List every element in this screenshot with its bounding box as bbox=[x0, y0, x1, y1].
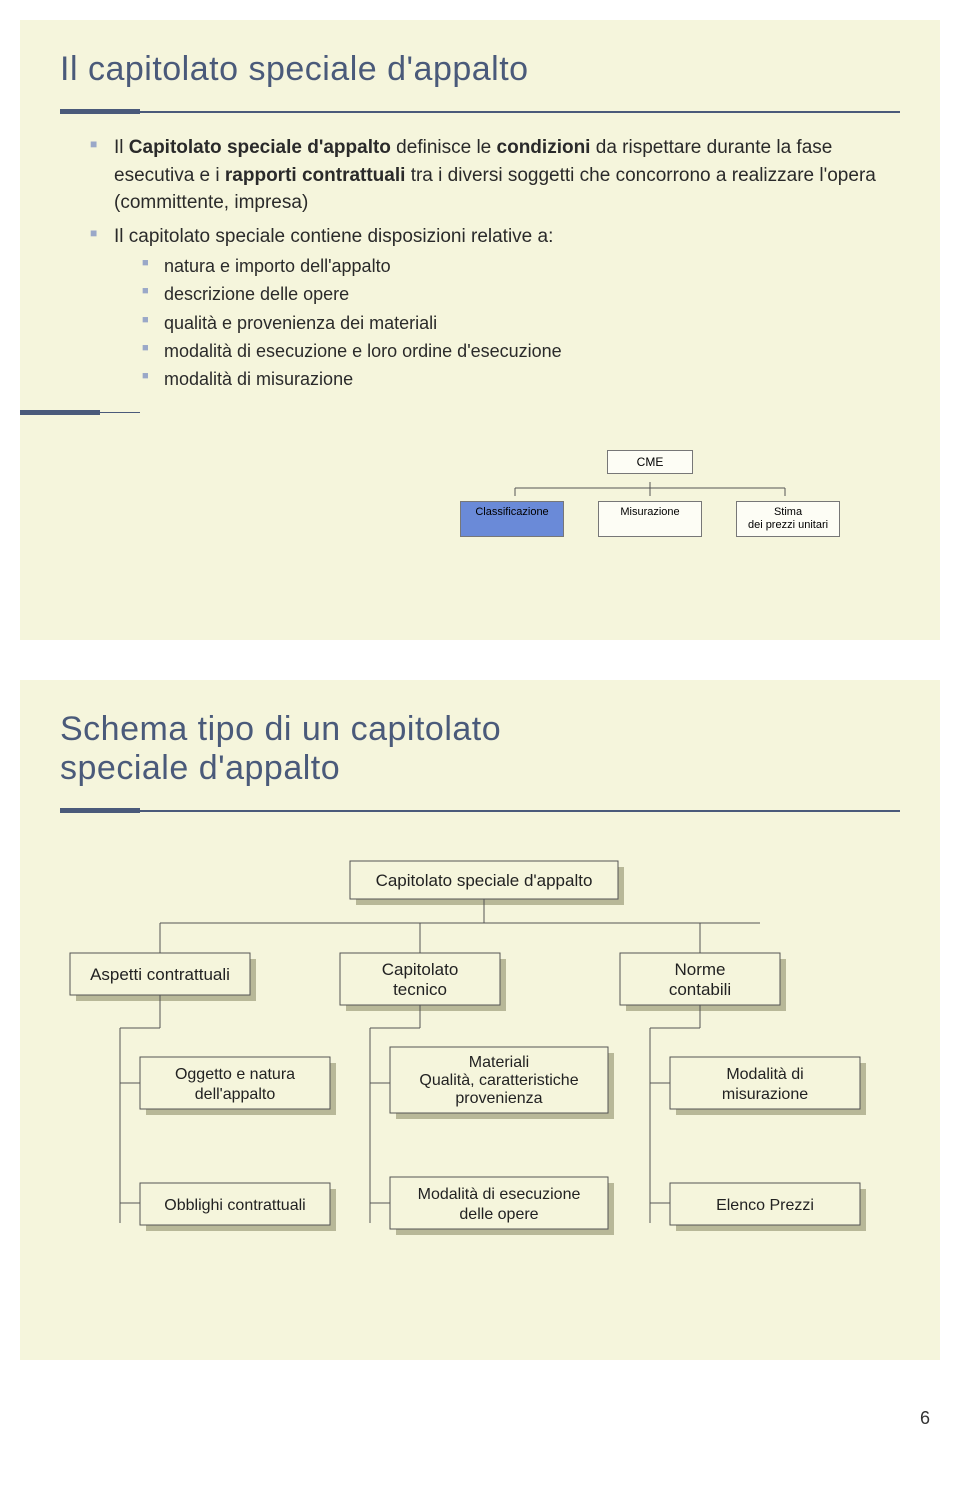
sub-bullets: natura e importo dell'appalto descrizion… bbox=[114, 250, 900, 392]
text: delle opere bbox=[459, 1206, 538, 1223]
mini-tree-connectors bbox=[460, 482, 840, 496]
text: Oggetto e natura bbox=[175, 1066, 295, 1083]
text-bold: rapporti contrattuali bbox=[225, 165, 406, 186]
l2-box-2: Capitolato tecnico bbox=[340, 953, 506, 1011]
slide2-title: Schema tipo di un capitolato speciale d'… bbox=[60, 710, 900, 788]
col3-box-2: Elenco Prezzi bbox=[670, 1183, 866, 1231]
bullet-1: Il Capitolato speciale d'appalto definis… bbox=[90, 134, 900, 217]
text: provenienza bbox=[455, 1090, 542, 1107]
text: Modalità di esecuzione bbox=[418, 1186, 581, 1203]
text: Modalità di bbox=[726, 1066, 803, 1083]
slide1-title: Il capitolato speciale d'appalto bbox=[60, 50, 900, 89]
l2-label-1: Aspetti contrattuali bbox=[90, 965, 230, 984]
text: Obblighi contrattuali bbox=[164, 1197, 305, 1214]
chart-root-box: Capitolato speciale d'appalto bbox=[350, 861, 624, 905]
sub-1: natura e importo dell'appalto bbox=[142, 254, 900, 279]
sub-5: modalità di misurazione bbox=[142, 367, 900, 392]
slide-1: Il capitolato speciale d'appalto Il Capi… bbox=[20, 20, 940, 640]
text: dei prezzi unitari bbox=[748, 519, 828, 531]
title-underline bbox=[60, 808, 900, 813]
col2-box-2: Modalità di esecuzione delle opere bbox=[390, 1177, 614, 1235]
bullet-2: Il capitolato speciale contiene disposiz… bbox=[90, 223, 900, 392]
sub-3: qualità e provenienza dei materiali bbox=[142, 311, 900, 336]
text: Stima bbox=[774, 506, 802, 518]
chart-root-label: Capitolato speciale d'appalto bbox=[376, 871, 593, 890]
text: tecnico bbox=[393, 980, 447, 999]
title-underline bbox=[60, 109, 900, 114]
side-accent-bar bbox=[20, 410, 100, 415]
page-number: 6 bbox=[0, 1400, 960, 1449]
text: Schema tipo di un capitolato bbox=[60, 710, 501, 748]
col1-box-2: Obblighi contrattuali bbox=[140, 1183, 336, 1231]
text: Capitolato bbox=[382, 960, 459, 979]
text: dell'appalto bbox=[195, 1086, 276, 1103]
text: Elenco Prezzi bbox=[716, 1197, 814, 1214]
text: Il bbox=[114, 137, 129, 158]
col1-box-1: Oggetto e natura dell'appalto bbox=[140, 1057, 336, 1115]
text: Norme bbox=[674, 960, 725, 979]
mini-tree-child-2: Misurazione bbox=[598, 501, 702, 537]
slide-2: Schema tipo di un capitolato speciale d'… bbox=[20, 680, 940, 1360]
l2-box-1: Aspetti contrattuali bbox=[70, 953, 256, 1001]
text: definisce le bbox=[391, 137, 497, 158]
sub-2: descrizione delle opere bbox=[142, 282, 900, 307]
col2-box-1: Materiali Qualità, caratteristiche prove… bbox=[390, 1047, 614, 1119]
mini-tree-child-3: Stima dei prezzi unitari bbox=[736, 501, 840, 537]
text: speciale d'appalto bbox=[60, 749, 340, 787]
text: Qualità, caratteristiche bbox=[419, 1072, 578, 1089]
text-bold: condizioni bbox=[497, 137, 591, 158]
mini-tree: CME Classificazione Misurazione Stima de… bbox=[460, 450, 840, 537]
mini-tree-root: CME bbox=[607, 450, 693, 474]
l2-box-3: Norme contabili bbox=[620, 953, 786, 1011]
col3-box-1: Modalità di misurazione bbox=[670, 1057, 866, 1115]
text: contabili bbox=[669, 980, 731, 999]
text-bold: Capitolato speciale d'appalto bbox=[129, 137, 391, 158]
slide1-bullets: Il Capitolato speciale d'appalto definis… bbox=[60, 134, 900, 392]
org-chart: Capitolato speciale d'appalto Aspetti co… bbox=[60, 843, 900, 1303]
text: misurazione bbox=[722, 1086, 808, 1103]
text: Materiali bbox=[469, 1054, 529, 1071]
sub-4: modalità di esecuzione e loro ordine d'e… bbox=[142, 339, 900, 364]
mini-tree-child-1: Classificazione bbox=[460, 501, 564, 537]
text: Il capitolato speciale contiene disposiz… bbox=[114, 226, 553, 247]
